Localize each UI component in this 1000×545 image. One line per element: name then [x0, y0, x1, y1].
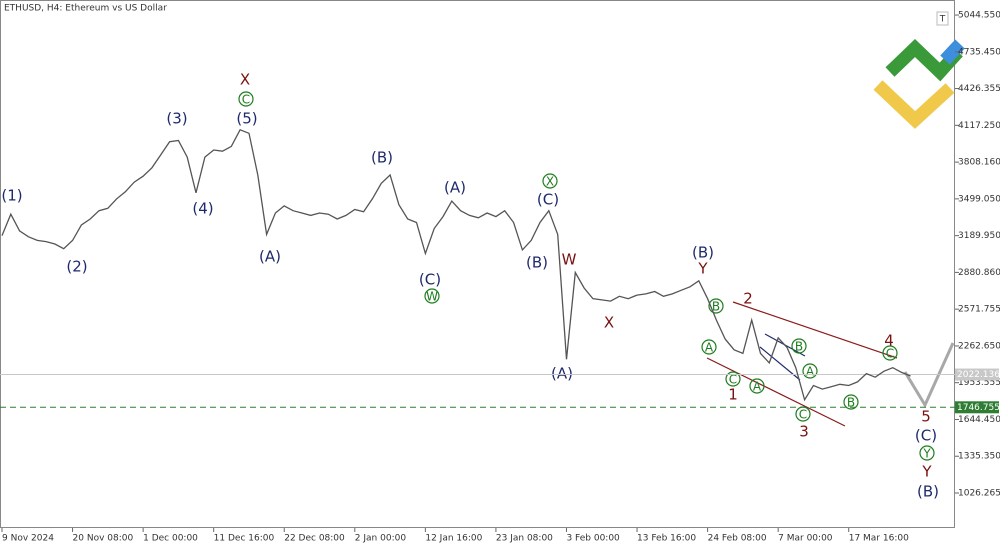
- wave-circle: [424, 288, 440, 304]
- wave-label: 5: [921, 408, 931, 426]
- wave-label: (1): [1, 187, 22, 205]
- y-tick-label: 3189.950: [958, 231, 1000, 241]
- chart-title: ETHUSD, H4: Ethereum vs US Dollar: [4, 4, 167, 14]
- wave-circle: [882, 345, 898, 361]
- y-tick-label: 4735.450: [958, 47, 1000, 57]
- y-tick-label: 3499.050: [958, 194, 1000, 204]
- wave-label: 3: [799, 423, 809, 441]
- y-tick-label: 4426.355: [958, 84, 1000, 94]
- wave-label: A: [806, 365, 815, 379]
- x-tick-label: 20 Nov 08:00: [73, 534, 134, 544]
- y-tick-label: 1953.555: [958, 378, 1000, 388]
- x-tick-label: 13 Feb 16:00: [637, 534, 696, 544]
- wave-label: Y: [921, 463, 932, 481]
- y-tick-label: 2571.755: [958, 305, 1000, 315]
- wave-label: (5): [236, 110, 257, 128]
- y-tick-label: 2880.860: [958, 268, 1000, 278]
- wave-label: 1: [728, 386, 738, 404]
- x-tick-label: 9 Nov 2024: [2, 534, 54, 544]
- wave-label: (B): [526, 254, 548, 272]
- x-tick-label: 24 Feb 08:00: [708, 534, 767, 544]
- wave-label: C: [242, 93, 250, 107]
- wave-label: (C): [915, 427, 937, 445]
- price-tag-label: 2022.136: [957, 370, 1000, 380]
- wave-label: (4): [192, 200, 213, 218]
- x-tick-label: 11 Dec 16:00: [214, 534, 275, 544]
- y-tick-label: 4117.250: [958, 121, 1000, 131]
- wave-label: (C): [419, 271, 441, 289]
- wave-label: C: [886, 347, 894, 361]
- plot-frame: [0, 0, 955, 528]
- wave-label: C: [729, 373, 737, 387]
- price-tag-label: 1746.755: [957, 403, 1000, 413]
- toolbar-button[interactable]: [936, 11, 949, 26]
- x-tick-label: 23 Jan 08:00: [496, 534, 553, 544]
- x-tick-label: 1 Dec 00:00: [143, 534, 198, 544]
- wave-label: (C): [537, 191, 559, 209]
- x-tick-label: 3 Feb 00:00: [566, 534, 620, 544]
- wave-label: B: [847, 396, 855, 410]
- wave-label: (B): [917, 483, 939, 501]
- x-tick-label: 12 Jan 16:00: [425, 534, 482, 544]
- wave-label: X: [546, 175, 554, 189]
- wave-circle: [843, 394, 859, 410]
- wave-circle: [542, 173, 558, 189]
- wave-label: (A): [259, 248, 281, 266]
- wave-circle: [802, 363, 818, 379]
- wave-label: X: [240, 71, 250, 89]
- x-tick-label: 22 Dec 08:00: [284, 534, 345, 544]
- wave-label: (A): [444, 179, 466, 197]
- toolbar-button-text[interactable]: T: [939, 15, 946, 25]
- x-tick-label: 7 Mar 00:00: [778, 534, 833, 544]
- y-tick-label: 2262.650: [958, 341, 1000, 351]
- y-tick-label: 5044.550: [958, 11, 1000, 21]
- wave-label: 4: [884, 332, 894, 350]
- wave-label: A: [705, 341, 714, 355]
- wave-label: 2: [743, 290, 753, 308]
- wave-label: W: [562, 251, 577, 269]
- wave-label: (A): [551, 365, 573, 383]
- wave-label: (B): [371, 149, 393, 167]
- price-tag: [955, 368, 999, 381]
- x-tick-label: 2 Jan 00:00: [355, 534, 407, 544]
- wave-label: B: [795, 340, 803, 354]
- wave-circle: [708, 298, 724, 314]
- wave-label: X: [604, 314, 614, 332]
- wave-circle: [701, 339, 717, 355]
- wave-circle: [238, 91, 254, 107]
- wave-circle: [791, 338, 807, 354]
- wave-circle: [919, 445, 935, 461]
- wave-label: W: [426, 290, 438, 304]
- y-tick-label: 1026.265: [958, 488, 1000, 498]
- price-tag: [955, 401, 999, 414]
- wave-label: C: [799, 408, 807, 422]
- wave-label: B: [712, 300, 720, 314]
- price-line: [1, 128, 911, 402]
- wave-circle: [749, 378, 765, 394]
- wave-label: Y: [922, 447, 931, 461]
- wave-label: (3): [166, 110, 187, 128]
- wave-label: A: [753, 380, 762, 394]
- x-tick-label: 17 Mar 16:00: [849, 534, 909, 544]
- y-tick-label: 1644.450: [958, 415, 1000, 425]
- y-tick-label: 3808.160: [958, 158, 1000, 168]
- y-tick-label: 1335.350: [958, 452, 1000, 462]
- wave-label: (2): [66, 258, 87, 276]
- wave-circle: [725, 371, 741, 387]
- wave-label: Y: [697, 260, 708, 278]
- wave-label: (B): [692, 244, 714, 262]
- logo: [873, 38, 965, 129]
